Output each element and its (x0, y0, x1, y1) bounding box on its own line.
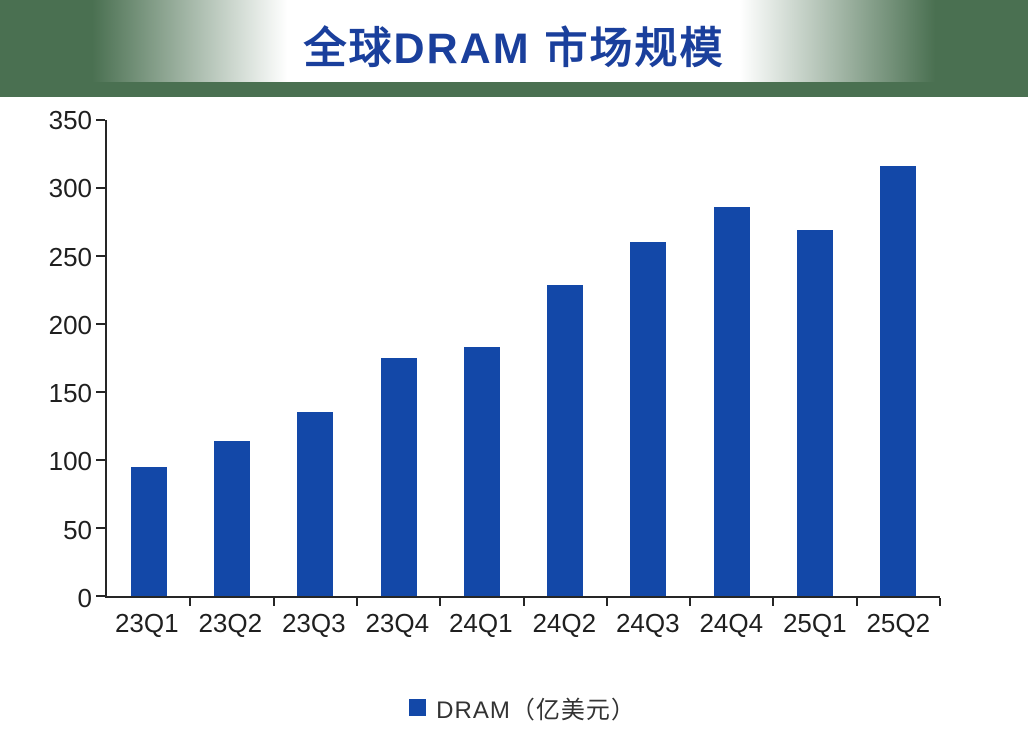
bar-slot-23Q3 (274, 120, 357, 596)
y-tick-mark (96, 119, 105, 121)
bar-slot-24Q4 (690, 120, 773, 596)
bar-24Q2 (547, 284, 584, 596)
x-tick-label-23Q4: 23Q4 (365, 608, 430, 638)
legend-label: DRAM（亿美元） (436, 697, 636, 724)
x-tick-mark (605, 598, 608, 606)
bar-slot-25Q1 (773, 120, 856, 596)
y-tick-label-300: 300 (48, 173, 92, 204)
bar-25Q1 (797, 230, 834, 596)
y-tick-mark (96, 595, 105, 597)
x-tick-label-24Q4: 24Q4 (699, 608, 764, 638)
legend-swatch-dram (409, 699, 427, 716)
y-tick-label-50: 50 (63, 514, 92, 545)
y-tick-mark (96, 255, 105, 257)
x-tick-mark (939, 598, 941, 606)
y-tick-label-350: 350 (48, 105, 92, 135)
x-tick-label-24Q3: 24Q3 (615, 608, 680, 638)
plot-area (96, 119, 941, 606)
y-tick-label-100: 100 (48, 446, 92, 477)
x-tick-label-25Q2: 25Q2 (866, 608, 931, 638)
chart-legend: DRAM（亿美元） (105, 690, 940, 725)
x-tick-label-24Q1: 24Q1 (448, 608, 513, 638)
x-tick-label-23Q2: 23Q2 (198, 608, 263, 638)
bar-slot-23Q4 (357, 120, 440, 596)
y-tick-label-0: 0 (77, 583, 92, 613)
x-tick-mark (772, 598, 775, 606)
bar-24Q4 (713, 207, 750, 596)
bar-slot-23Q2 (190, 120, 273, 596)
x-tick-mark (355, 598, 358, 606)
dram-bar-chart: 0 50 100 150 200 250 300 350 23Q1 23Q2 23Q3 23Q4 24… (0, 97, 1028, 739)
bar-slot-24Q2 (523, 120, 606, 596)
bar-24Q3 (630, 242, 667, 596)
bar-23Q1 (130, 466, 167, 596)
y-tick-label-200: 200 (48, 309, 92, 340)
x-axis-labels: 23Q1 23Q2 23Q3 23Q4 24Q1 24Q2 24Q3 24Q4 25Q1 25Q2 (105, 608, 940, 639)
y-tick-mark (96, 323, 105, 325)
y-tick-mark (96, 459, 105, 461)
x-tick-label-24Q2: 24Q2 (532, 608, 597, 638)
y-axis-labels: 0 50 100 150 200 250 300 350 (0, 107, 92, 611)
bar-slot-24Q3 (607, 120, 690, 596)
page-title: 全球DRAM 市场规模 (303, 25, 725, 73)
x-tick-mark (272, 598, 275, 606)
bar-24Q1 (463, 347, 500, 596)
page-header: 全球DRAM 市场规模 (0, 0, 1028, 97)
x-tick-mark (522, 598, 525, 606)
bar-23Q3 (297, 412, 334, 596)
y-tick-label-150: 150 (48, 378, 92, 409)
bar-slot-23Q1 (107, 120, 190, 596)
x-tick-mark (855, 598, 858, 606)
bar-slot-24Q1 (440, 120, 523, 596)
bar-slot-25Q2 (857, 120, 940, 596)
header-divider (0, 82, 1028, 97)
bar-23Q2 (213, 440, 250, 596)
x-tick-label-23Q1: 23Q1 (114, 608, 179, 638)
bar-25Q2 (880, 166, 917, 596)
x-tick-mark (439, 598, 442, 606)
y-tick-mark (96, 391, 105, 393)
x-tick-mark (189, 598, 192, 606)
y-tick-mark (96, 187, 105, 189)
x-tick-label-25Q1: 25Q1 (782, 608, 847, 638)
x-tick-mark (689, 598, 692, 606)
y-tick-label-250: 250 (48, 241, 92, 272)
x-tick-label-23Q3: 23Q3 (281, 608, 346, 638)
bar-23Q4 (380, 358, 417, 596)
y-tick-mark (96, 527, 105, 529)
